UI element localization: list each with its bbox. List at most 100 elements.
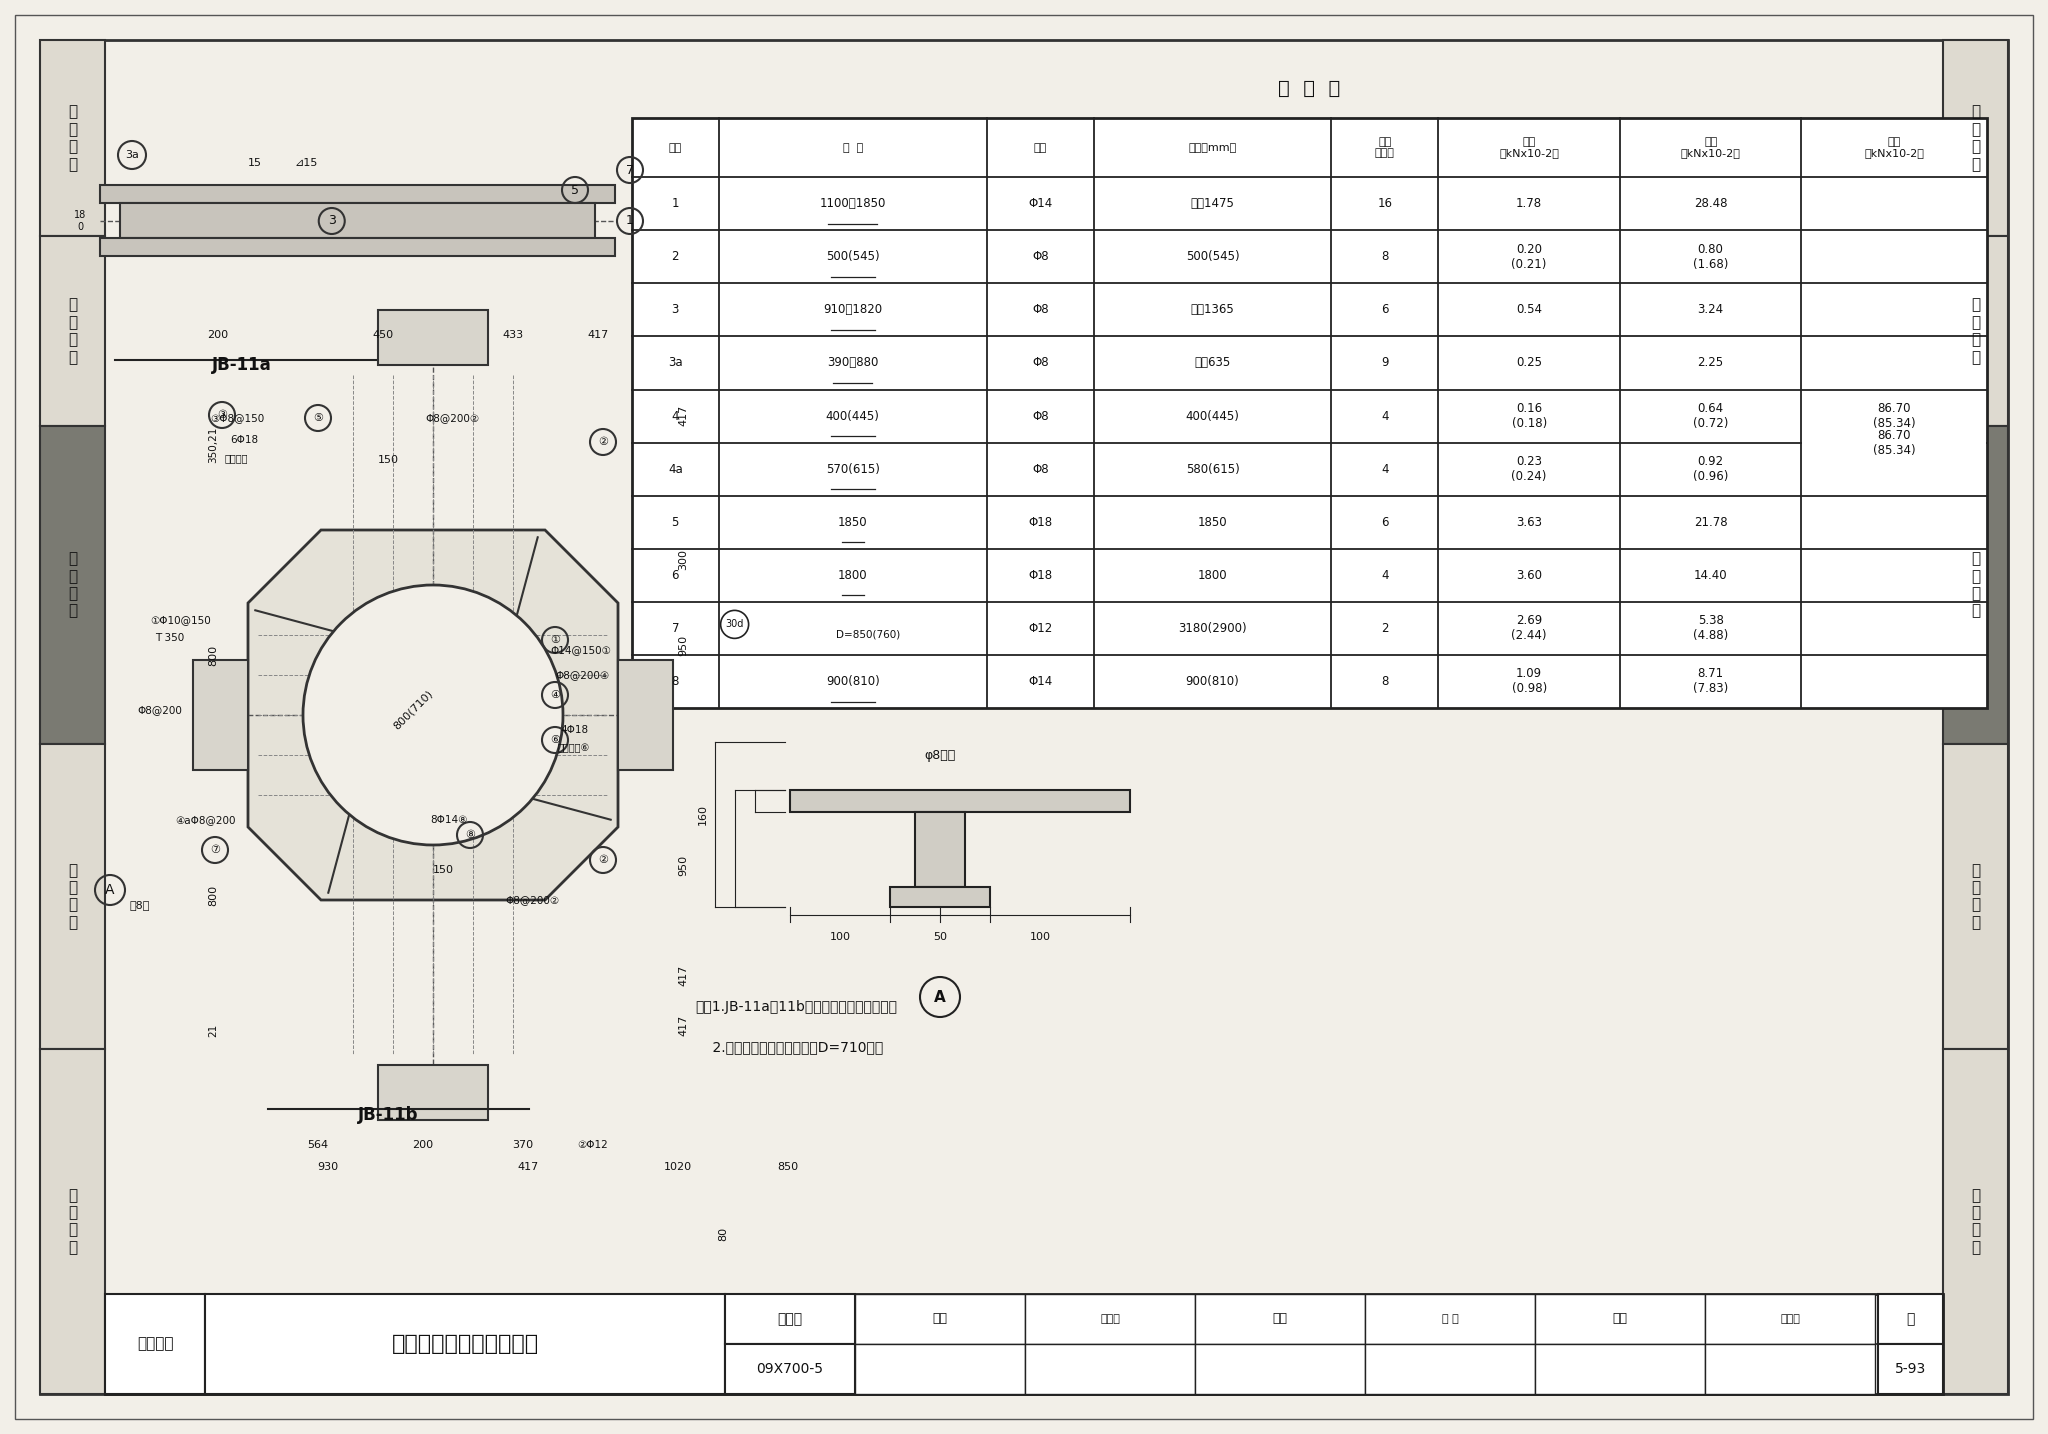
Bar bbox=[41, 40, 104, 237]
Text: Φ8: Φ8 bbox=[1032, 410, 1049, 423]
Text: 15: 15 bbox=[248, 158, 262, 168]
Text: 400(445): 400(445) bbox=[825, 410, 879, 423]
Text: 2.69
(2.44): 2.69 (2.44) bbox=[1511, 614, 1546, 642]
Text: 564: 564 bbox=[307, 1140, 328, 1150]
Text: （上排）⑥: （上排）⑥ bbox=[557, 743, 590, 753]
Bar bbox=[104, 1293, 205, 1394]
Text: 小号四通型人孔盖板详图: 小号四通型人孔盖板详图 bbox=[391, 1334, 539, 1354]
Text: 433: 433 bbox=[502, 330, 524, 340]
Bar bbox=[41, 744, 104, 1048]
Text: 1100～1850: 1100～1850 bbox=[819, 198, 887, 211]
Text: 机
房
工
程: 机 房 工 程 bbox=[68, 105, 78, 172]
Text: Φ18: Φ18 bbox=[1028, 516, 1053, 529]
Bar bbox=[725, 1344, 854, 1394]
Text: 4: 4 bbox=[1380, 463, 1389, 476]
Text: 5.38
(4.88): 5.38 (4.88) bbox=[1694, 614, 1729, 642]
Bar bbox=[891, 888, 989, 906]
Text: 1800: 1800 bbox=[1198, 569, 1227, 582]
Text: 417: 417 bbox=[678, 1014, 688, 1035]
Bar bbox=[618, 660, 674, 770]
Text: 0.16
(0.18): 0.16 (0.18) bbox=[1511, 402, 1546, 430]
Text: 417: 417 bbox=[588, 330, 608, 340]
Text: 8: 8 bbox=[1380, 675, 1389, 688]
Text: ②Φ12: ②Φ12 bbox=[578, 1140, 608, 1150]
Text: 0.20
(0.21): 0.20 (0.21) bbox=[1511, 242, 1546, 271]
Text: 筒  图: 筒 图 bbox=[842, 142, 862, 152]
Text: 8: 8 bbox=[1380, 251, 1389, 264]
Text: 950: 950 bbox=[678, 634, 688, 655]
Text: 0.23
(0.24): 0.23 (0.24) bbox=[1511, 455, 1546, 483]
Text: 400(445): 400(445) bbox=[1186, 410, 1239, 423]
Text: 长度（mm）: 长度（mm） bbox=[1188, 142, 1237, 152]
Text: Φ8@200②: Φ8@200② bbox=[506, 895, 559, 905]
Text: 160: 160 bbox=[698, 804, 709, 825]
Text: 8: 8 bbox=[672, 675, 680, 688]
Text: 平均1475: 平均1475 bbox=[1190, 198, 1235, 211]
Text: Φ14: Φ14 bbox=[1028, 198, 1053, 211]
Text: 编号: 编号 bbox=[670, 142, 682, 152]
Text: 机
房
工
程: 机 房 工 程 bbox=[1970, 105, 1980, 172]
Text: 3.24: 3.24 bbox=[1698, 304, 1724, 317]
Text: ①Φ10@150: ①Φ10@150 bbox=[150, 615, 211, 625]
Text: 417: 417 bbox=[678, 404, 688, 426]
Bar bbox=[121, 204, 596, 238]
Circle shape bbox=[303, 585, 563, 845]
Text: 张 英: 张 英 bbox=[1442, 1314, 1458, 1324]
Text: ⑦: ⑦ bbox=[211, 845, 219, 855]
Text: ③: ③ bbox=[217, 410, 227, 420]
Bar bbox=[1802, 442, 1987, 443]
Bar bbox=[1706, 1344, 1876, 1394]
Text: 图集号: 图集号 bbox=[778, 1312, 803, 1326]
Text: 5-93: 5-93 bbox=[1894, 1362, 1925, 1377]
Text: 供
电
电
源: 供 电 电 源 bbox=[1970, 297, 1980, 364]
Bar bbox=[1366, 1344, 1536, 1394]
Text: 500(545): 500(545) bbox=[1186, 251, 1239, 264]
Text: 417: 417 bbox=[518, 1162, 539, 1172]
Bar bbox=[41, 1048, 104, 1394]
Text: 4: 4 bbox=[1380, 569, 1389, 582]
Text: 80: 80 bbox=[719, 1226, 727, 1240]
Text: ①: ① bbox=[551, 635, 559, 645]
Text: 1850: 1850 bbox=[838, 516, 868, 529]
Text: 数量
（根）: 数量 （根） bbox=[1374, 136, 1395, 158]
Text: 审核: 审核 bbox=[932, 1312, 948, 1325]
Text: 0.54: 0.54 bbox=[1516, 304, 1542, 317]
Text: 0.25: 0.25 bbox=[1516, 357, 1542, 370]
Bar bbox=[915, 812, 965, 888]
Text: 6: 6 bbox=[672, 569, 680, 582]
Bar bbox=[104, 1293, 1944, 1394]
Text: 50: 50 bbox=[934, 932, 946, 942]
Text: 3.63: 3.63 bbox=[1516, 516, 1542, 529]
Text: Φ8: Φ8 bbox=[1032, 357, 1049, 370]
Text: 86.70
(85.34): 86.70 (85.34) bbox=[1872, 429, 1915, 456]
Text: 平均635: 平均635 bbox=[1194, 357, 1231, 370]
Text: 2.25: 2.25 bbox=[1698, 357, 1724, 370]
Text: 7: 7 bbox=[672, 622, 680, 635]
Bar bbox=[379, 310, 487, 366]
Text: 缆线敷设: 缆线敷设 bbox=[137, 1336, 174, 1351]
Text: 8Φ14⑧: 8Φ14⑧ bbox=[430, 815, 469, 825]
Text: 1020: 1020 bbox=[664, 1162, 692, 1172]
Text: 4: 4 bbox=[672, 410, 680, 423]
Text: 2: 2 bbox=[1380, 622, 1389, 635]
Text: 1850: 1850 bbox=[1198, 516, 1227, 529]
Bar bbox=[791, 790, 1130, 812]
Text: 100: 100 bbox=[1030, 932, 1051, 942]
Text: Φ8@200④: Φ8@200④ bbox=[555, 670, 608, 680]
Text: 供
电
电
源: 供 电 电 源 bbox=[68, 297, 78, 364]
Text: 200: 200 bbox=[207, 330, 229, 340]
Bar bbox=[1944, 1048, 2007, 1394]
Bar bbox=[41, 426, 104, 744]
Text: ⑧: ⑧ bbox=[465, 830, 475, 840]
Text: 4a: 4a bbox=[668, 463, 682, 476]
Text: 417: 417 bbox=[678, 965, 688, 985]
Text: 150: 150 bbox=[377, 455, 399, 465]
Text: 缆
线
敷
设: 缆 线 敷 设 bbox=[68, 552, 78, 618]
Text: A: A bbox=[934, 989, 946, 1004]
Bar bbox=[100, 238, 614, 257]
Bar bbox=[1706, 1293, 1876, 1344]
Bar bbox=[1194, 1344, 1366, 1394]
Bar bbox=[1878, 1293, 1944, 1344]
Bar bbox=[1536, 1344, 1706, 1394]
Text: Φ8@200: Φ8@200 bbox=[137, 706, 182, 716]
